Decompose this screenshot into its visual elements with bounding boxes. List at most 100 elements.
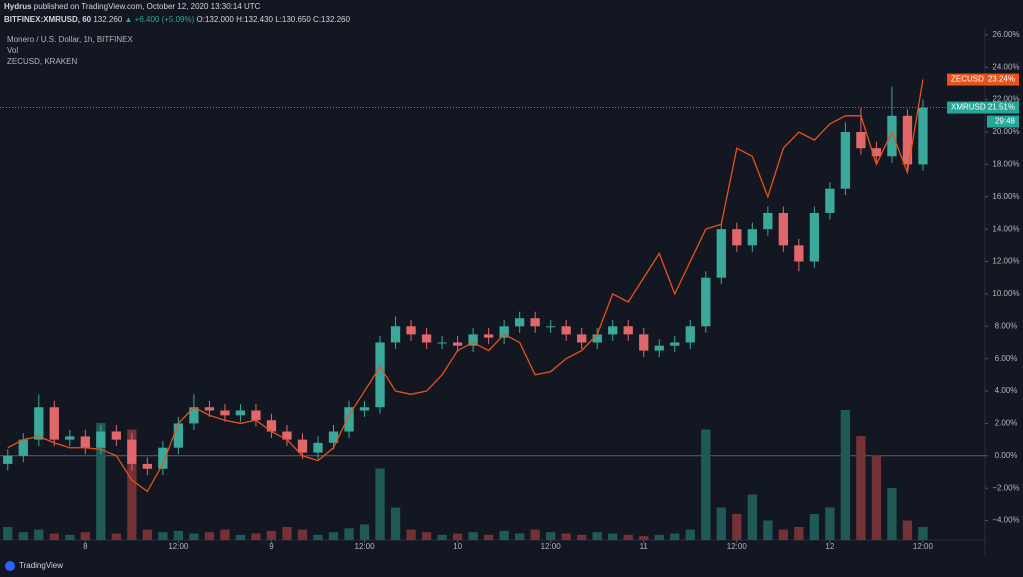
- x-tick-label: 10: [453, 542, 462, 551]
- volume-bar: [282, 527, 292, 540]
- candle-body: [747, 229, 757, 246]
- volume-bar: [390, 507, 401, 540]
- volume-bar: [499, 530, 509, 540]
- y-tick-label: 16.00%: [992, 192, 1019, 201]
- candle-body: [670, 342, 680, 346]
- candle-body: [514, 318, 525, 327]
- volume-bar: [80, 532, 90, 540]
- candle-body: [530, 318, 540, 327]
- candle-body: [266, 420, 277, 432]
- volume-bar: [34, 529, 44, 540]
- candle-body: [297, 439, 308, 453]
- volume-bar: [158, 532, 168, 540]
- candle-body: [96, 431, 106, 448]
- candle-body: [65, 436, 75, 440]
- volume-bar: [732, 514, 742, 540]
- volume-bar: [359, 524, 370, 540]
- countdown-box: [987, 115, 1019, 128]
- candle-body: [189, 407, 199, 424]
- x-tick-label: 12:00: [913, 542, 934, 551]
- candle-body: [716, 229, 726, 278]
- candle-body: [359, 407, 370, 411]
- legend-entry: ZECUSD, KRAKEN: [7, 57, 77, 66]
- volume-bar: [375, 468, 385, 540]
- volume-bar: [235, 534, 246, 540]
- candle-body: [158, 447, 168, 469]
- volume-bar: [763, 520, 773, 540]
- volume-bar: [251, 533, 261, 540]
- volume-bar: [654, 534, 664, 540]
- volume-bar: [670, 533, 680, 540]
- candle-body: [80, 436, 90, 448]
- candle-body: [34, 407, 44, 440]
- y-tick-label: 14.00%: [992, 224, 1019, 233]
- x-tick-label: 8: [83, 542, 88, 551]
- price-tag-name: XMRUSD: [951, 103, 986, 112]
- candle-body: [3, 455, 13, 464]
- volume-bar: [173, 530, 184, 540]
- x-tick-label: 11: [640, 542, 649, 551]
- candle-body: [887, 115, 897, 157]
- volume-bar: [716, 507, 726, 540]
- y-tick-label: 24.00%: [992, 62, 1019, 71]
- candle-body: [344, 407, 354, 432]
- candle-body: [623, 326, 633, 335]
- candle-body: [778, 212, 788, 246]
- volume-bar: [592, 532, 602, 540]
- candle-body: [49, 407, 59, 440]
- candle-body: [577, 334, 587, 343]
- volume-bar: [49, 533, 59, 540]
- candle-body: [825, 188, 835, 213]
- candle-body: [840, 132, 851, 189]
- candle-body: [18, 439, 28, 456]
- candle-body: [111, 431, 121, 440]
- x-tick-label: 9: [269, 542, 274, 551]
- y-tick-label: 26.00%: [992, 30, 1019, 39]
- y-tick-label: 20.00%: [992, 127, 1019, 136]
- candle-body: [313, 442, 323, 453]
- candle-body: [546, 326, 556, 328]
- candle-body: [685, 326, 695, 343]
- legend-entry: Vol: [7, 46, 18, 55]
- overlay-line: [7, 79, 924, 493]
- price-tag-name: ZECUSD: [951, 75, 984, 84]
- y-tick-label: 10.00%: [992, 289, 1019, 298]
- candle-body: [856, 132, 866, 149]
- volume-bar: [809, 514, 820, 540]
- volume-bar: [561, 533, 571, 540]
- x-tick-label: 12: [825, 542, 834, 551]
- candle-body: [483, 334, 494, 338]
- volume-bar: [639, 536, 649, 540]
- candle-body: [468, 334, 478, 346]
- volume-bar: [747, 494, 757, 540]
- candle-body: [220, 410, 230, 416]
- countdown: 29:48: [995, 117, 1016, 126]
- price-tag-value: 21.51%: [988, 103, 1015, 112]
- candle-body: [127, 439, 137, 464]
- volume-bar: [483, 534, 494, 540]
- candle-body: [918, 107, 928, 165]
- x-tick-label: 12:00: [727, 542, 748, 551]
- candle-body: [452, 342, 463, 346]
- symbol-line: BITFINEX:XMRUSD, 60 132.260 ▲ +6.400 (+5…: [4, 15, 351, 24]
- candle-body: [328, 431, 339, 443]
- volume-bar: [825, 507, 835, 540]
- candle-body: [282, 431, 292, 440]
- volume-bar: [3, 527, 13, 540]
- candle-body: [390, 326, 401, 343]
- volume-bar: [871, 455, 882, 540]
- candle-body: [235, 410, 246, 416]
- y-tick-label: 22.00%: [992, 95, 1019, 104]
- volume-bar: [918, 527, 928, 540]
- y-tick-label: 6.00%: [995, 354, 1018, 363]
- volume-bar: [794, 527, 804, 540]
- volume-bar: [266, 530, 277, 540]
- y-tick-label: −2.00%: [992, 483, 1019, 492]
- candle-body: [204, 407, 215, 411]
- volume-bar: [530, 529, 540, 540]
- volume-bar: [840, 410, 851, 540]
- volume-bar: [514, 533, 525, 540]
- y-tick-label: 2.00%: [995, 419, 1018, 428]
- y-tick-label: 18.00%: [992, 159, 1019, 168]
